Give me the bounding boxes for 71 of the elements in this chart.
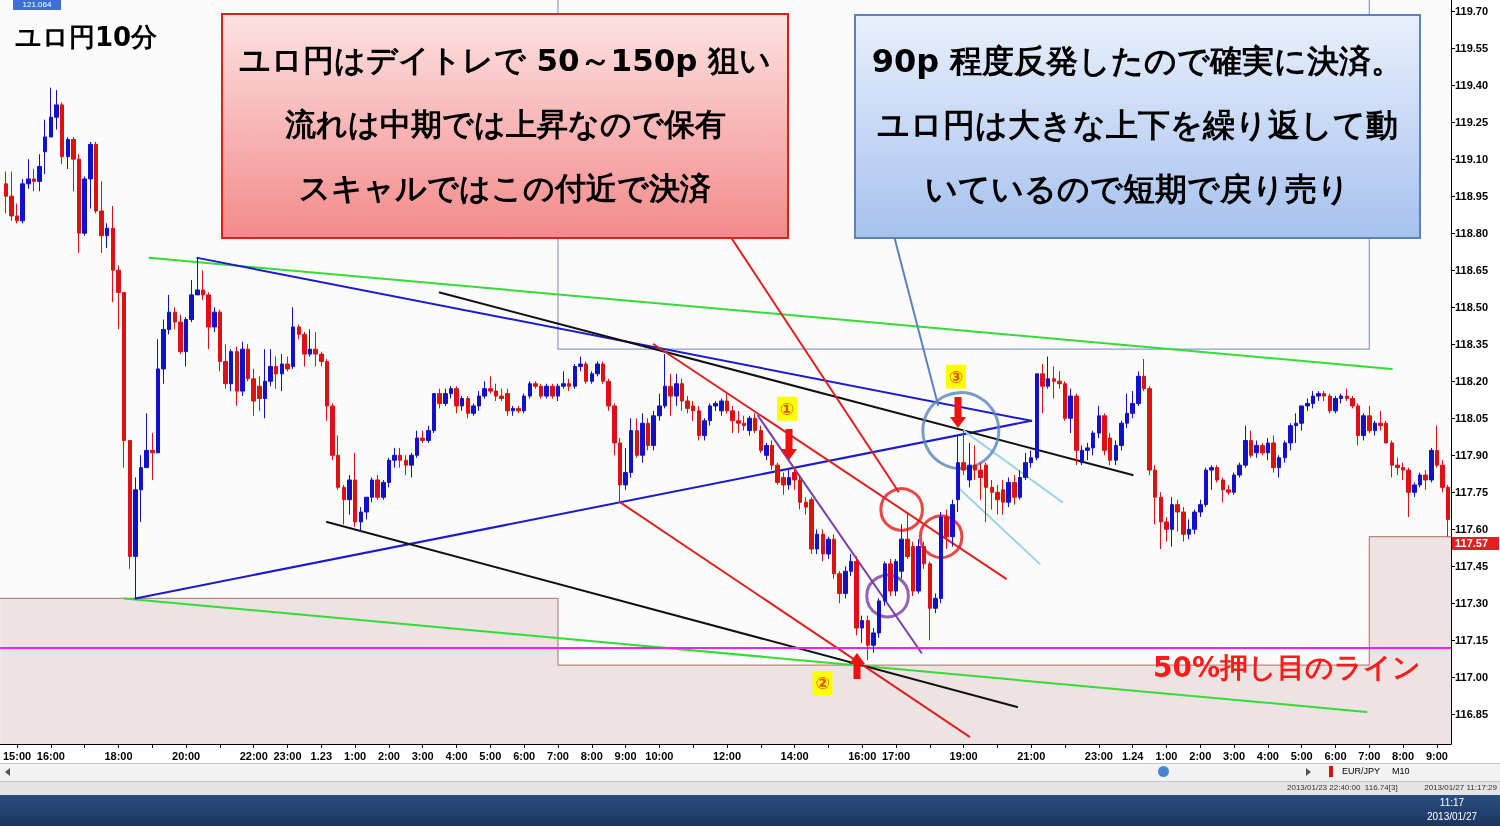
x-tick-label: 20:00 — [172, 749, 201, 762]
y-tick-label: 119.40 — [1455, 79, 1489, 92]
annotation: スキャルではこの付近で決済 — [299, 170, 711, 206]
annotation: 流れは中期では上昇なので保有 — [283, 106, 726, 142]
x-tick-label: 15:00 — [3, 749, 32, 762]
x-tick-label: 6:00 — [513, 749, 536, 762]
x-tick-label: 19:00 — [949, 749, 978, 762]
annotation: ユロ円はデイトレで 50～150p 狙い — [238, 42, 772, 78]
y-tick-label: 119.25 — [1455, 116, 1489, 129]
y-tick-label: 118.05 — [1455, 412, 1489, 425]
annotation: 90p 程度反発したので確実に決済。ユロ円は大きな上下を繰り返して動いているので短期で戻り売り — [871, 42, 1404, 208]
y-tick-label: 117.30 — [1455, 597, 1489, 610]
ref-line-label: 50%押し目のライン — [1152, 651, 1421, 685]
y-tick-label: 118.80 — [1455, 227, 1489, 240]
y-tick-label: 117.60 — [1455, 523, 1489, 536]
x-tick-label: 1.24 — [1121, 749, 1145, 762]
text: 2013/01/23 22:40:00 116.74[3] — [1287, 782, 1398, 793]
x-tick-label: 14:00 — [780, 749, 809, 762]
x-tick-label: 9:00 — [614, 749, 637, 762]
text: M10 — [1392, 765, 1410, 777]
text: EUR/JPY — [1342, 765, 1381, 777]
y-tick-label: 118.35 — [1455, 338, 1489, 351]
x-tick-label: 6:00 — [1324, 749, 1347, 762]
y-tick-label: 117.00 — [1455, 671, 1489, 684]
y-tick-label: 116.85 — [1455, 708, 1489, 721]
x-tick-label: 21:00 — [1017, 749, 1046, 762]
x-tick-label: 4:00 — [445, 749, 468, 762]
text: 11:17 — [1438, 797, 1466, 809]
x-tick-label: 8:00 — [580, 749, 603, 762]
x-tick-label: 3:00 — [411, 749, 434, 762]
y-tick-label: 118.95 — [1455, 190, 1489, 203]
y-tick-label: 118.65 — [1455, 264, 1489, 277]
annotation: ② — [815, 673, 830, 694]
x-tick-label: 1:00 — [1155, 749, 1178, 762]
text: 117.57 — [1452, 537, 1499, 550]
x-tick-label: 3:00 — [1223, 749, 1246, 762]
annotation: 121.064 — [13, 0, 61, 10]
x-tick-label: 5:00 — [479, 749, 502, 762]
x-tick-label: 17:00 — [881, 749, 911, 762]
annotation: ① — [779, 398, 795, 419]
x-tick-label: 12:00 — [712, 749, 742, 762]
x-tick-label: 7:00 — [546, 749, 569, 762]
x-tick-label: 1:00 — [344, 749, 367, 762]
x-tick-label: 22:00 — [239, 749, 268, 762]
x-tick-label: 5:00 — [1290, 749, 1313, 762]
x-tick-label: 4:00 — [1256, 749, 1279, 762]
x-tick-label: 9:00 — [1425, 749, 1448, 762]
y-tick-label: 119.55 — [1455, 42, 1489, 55]
x-tick-label: 18:00 — [104, 749, 133, 762]
x-tick-label: 16:00 — [848, 749, 877, 762]
y-tick-label: 119.10 — [1455, 153, 1489, 166]
y-tick-label: 117.75 — [1455, 486, 1489, 499]
annotation: ③ — [948, 366, 964, 387]
y-tick-label: 117.90 — [1455, 449, 1489, 462]
text: 2013/01/27 11:17:29 — [1423, 782, 1497, 793]
x-tick-label: 1.23 — [310, 749, 333, 762]
x-tick-label: 23:00 — [273, 749, 302, 762]
y-tick-label: 117.15 — [1455, 634, 1489, 647]
x-tick-label: 7:00 — [1358, 749, 1381, 762]
y-tick-label: 119.70 — [1455, 5, 1489, 18]
x-tick-label: 10:00 — [645, 749, 674, 762]
text: 2013/01/27 — [1425, 811, 1479, 823]
x-tick-label: 2:00 — [1189, 749, 1212, 762]
x-tick-label: 16:00 — [36, 749, 65, 762]
x-tick-label: 23:00 — [1084, 749, 1113, 762]
x-tick-label: 8:00 — [1392, 749, 1415, 762]
text: ユロ円10分 — [15, 22, 159, 52]
x-tick-label: 2:00 — [377, 749, 400, 762]
y-tick-label: 118.50 — [1455, 301, 1489, 314]
y-tick-label: 118.20 — [1455, 375, 1489, 388]
y-tick-label: 117.45 — [1455, 560, 1489, 573]
